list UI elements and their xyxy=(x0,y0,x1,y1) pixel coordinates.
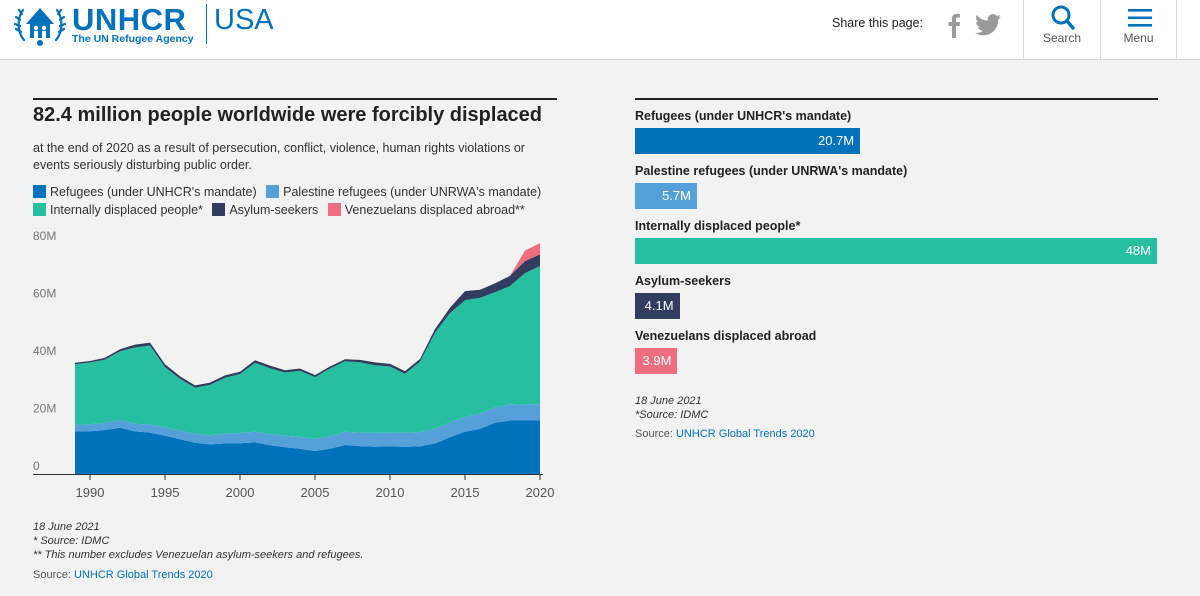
chart-legend: Refugees (under UNHCR's mandate) Palesti… xyxy=(33,183,553,219)
bar-value-label: 20.7M xyxy=(817,133,855,148)
legend-item-idps[interactable]: Internally displaced people* xyxy=(33,201,203,219)
bar[interactable]: 5.7M xyxy=(635,183,697,209)
bar[interactable]: 48M xyxy=(635,238,1157,264)
legend-swatch xyxy=(33,185,46,198)
bar-value-label: 48M xyxy=(1125,243,1151,258)
menu-label: Menu xyxy=(1123,31,1154,45)
legend-label: Venezuelans displaced abroad** xyxy=(344,203,525,217)
chart-subtitle: at the end of 2020 as a result of persec… xyxy=(33,141,525,172)
left-top-rule xyxy=(33,98,557,100)
legend-label: Palestine refugees (under UNRWA's mandat… xyxy=(283,185,542,199)
logo-divider xyxy=(206,4,207,44)
bar-category-label: Internally displaced people* xyxy=(635,219,801,233)
legend-label: Refugees (under UNHCR's mandate) xyxy=(50,185,257,199)
area-series-1[interactable] xyxy=(75,404,540,451)
bar-value-label: 3.9M xyxy=(642,353,672,368)
unhcr-logo[interactable]: UNHCR The UN Refugee Agency USA xyxy=(14,2,284,54)
y-tick-label: 0 xyxy=(33,459,40,473)
unhcr-emblem-icon xyxy=(14,8,66,46)
site-header: UNHCR The UN Refugee Agency USA Share th… xyxy=(0,0,1200,60)
facebook-icon[interactable] xyxy=(947,12,961,38)
logo-country: USA xyxy=(214,4,274,36)
bar-category-label: Palestine refugees (under UNRWA's mandat… xyxy=(635,164,908,178)
source-prefix: Source: xyxy=(33,569,71,581)
search-icon xyxy=(1051,5,1075,30)
legend-label: Internally displaced people* xyxy=(50,203,203,217)
menu-button[interactable]: Menu xyxy=(1100,0,1177,60)
note-source: *Source: IDMC xyxy=(635,409,709,421)
area-series-0[interactable] xyxy=(75,420,540,475)
legend-label: Asylum-seekers xyxy=(229,203,319,217)
bar-category-label: Asylum-seekers xyxy=(635,274,731,288)
right-top-rule xyxy=(635,98,1158,100)
search-button[interactable]: Search xyxy=(1023,0,1100,60)
source-link[interactable]: UNHCR Global Trends 2020 xyxy=(73,569,213,581)
search-label: Search xyxy=(1042,31,1082,45)
bar-category-label: Refugees (under UNHCR's mandate) xyxy=(635,109,852,123)
twitter-icon[interactable] xyxy=(975,14,1001,36)
chart-title: 82.4 million people worldwide were forci… xyxy=(33,104,543,126)
x-tick-label: 2015 xyxy=(451,485,480,500)
area-series-2[interactable] xyxy=(75,266,540,439)
right-notes: 18 June 2021 *Source: IDMC xyxy=(635,394,708,422)
bar[interactable]: 4.1M xyxy=(635,293,680,319)
note-venezuelans: ** This number excludes Venezuelan asylu… xyxy=(33,549,364,561)
logo-wordmark: UNHCR xyxy=(72,2,187,37)
legend-item-refugees[interactable]: Refugees (under UNHCR's mandate) xyxy=(33,183,257,201)
right-source: Source: UNHCR Global Trends 2020 xyxy=(635,428,815,440)
left-notes: 18 June 2021 * Source: IDMC ** This numb… xyxy=(33,520,363,562)
x-tick-label: 2010 xyxy=(376,485,405,500)
x-tick-label: 2020 xyxy=(526,485,555,500)
bar-value-label: 4.1M xyxy=(644,298,674,313)
logo-tagline: The UN Refugee Agency xyxy=(72,33,194,45)
area-chart: 0 20M 40M 60M 80M 1990 1995 2000 2005 2010 2015 202… xyxy=(33,229,555,500)
bar-value-label: 5.7M xyxy=(662,188,691,203)
y-tick-label: 20M xyxy=(33,402,56,416)
x-tick-label: 2005 xyxy=(301,485,330,500)
y-tick-label: 60M xyxy=(33,287,56,301)
legend-item-asylum-seekers[interactable]: Asylum-seekers xyxy=(212,201,318,219)
y-tick-label: 80M xyxy=(33,229,56,243)
x-tick-label: 1990 xyxy=(76,485,105,500)
legend-item-venezuelans[interactable]: Venezuelans displaced abroad** xyxy=(327,201,525,219)
note-source: * Source: IDMC xyxy=(33,535,110,547)
note-date: 18 June 2021 xyxy=(33,521,100,533)
share-label: Share this page: xyxy=(832,16,924,30)
legend-swatch xyxy=(327,203,341,216)
y-tick-label: 40M xyxy=(33,344,56,358)
legend-swatch xyxy=(266,185,280,198)
legend-swatch xyxy=(212,203,226,216)
note-date: 18 June 2021 xyxy=(635,395,702,407)
x-tick-label: 2000 xyxy=(226,485,255,500)
source-prefix: Source: xyxy=(635,428,673,440)
hamburger-menu-icon xyxy=(1128,9,1152,27)
bar[interactable]: 3.9M xyxy=(635,348,678,374)
bar-category-label: Venezuelans displaced abroad xyxy=(635,329,817,343)
bar[interactable]: 20.7M xyxy=(635,128,861,154)
source-link[interactable]: UNHCR Global Trends 2020 xyxy=(675,428,815,440)
left-source: Source: UNHCR Global Trends 2020 xyxy=(33,569,213,581)
legend-swatch xyxy=(33,203,46,216)
x-tick-label: 1995 xyxy=(151,485,180,500)
legend-item-palestine-refugees[interactable]: Palestine refugees (under UNRWA's mandat… xyxy=(266,183,541,201)
